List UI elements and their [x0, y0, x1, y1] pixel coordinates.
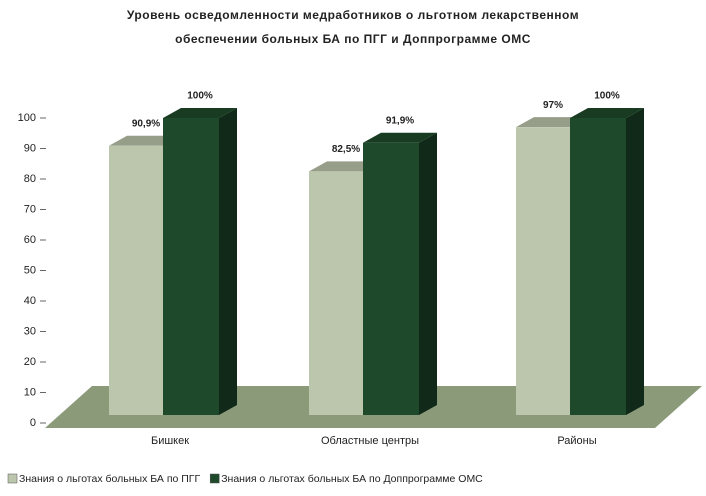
y-tick-label: 50	[24, 264, 36, 276]
y-tick-label: 80	[24, 173, 36, 185]
value-label: 82,5%	[332, 144, 360, 155]
bar-side	[626, 108, 644, 415]
value-label: 90,9%	[132, 118, 160, 129]
bar-top	[163, 108, 237, 118]
chart-title: обеспечении больных БА по ПГГ и Доппрогр…	[175, 32, 531, 46]
y-tick-label: 100	[18, 112, 36, 124]
y-tick-label: 40	[24, 295, 36, 307]
value-label: 100%	[187, 91, 213, 102]
x-tick-label: Бишкек	[151, 435, 189, 447]
chart-title: Уровень осведомленности медработников о …	[127, 8, 579, 22]
bar	[363, 142, 419, 415]
y-tick-label: 60	[24, 234, 36, 246]
bar-top	[363, 132, 437, 143]
y-tick-label: 10	[24, 386, 36, 398]
y-tick-label: 20	[24, 356, 36, 368]
bar	[570, 118, 626, 415]
legend-swatch	[209, 473, 220, 484]
bar-side	[419, 132, 437, 415]
y-tick-label: 70	[24, 203, 36, 215]
y-tick-label: 0	[30, 417, 36, 429]
bar	[109, 145, 165, 415]
x-tick-label: Областные центры	[321, 435, 419, 447]
bar-top	[570, 108, 644, 118]
value-label: 100%	[594, 91, 620, 102]
x-tick-label: Районы	[557, 435, 596, 447]
bar	[309, 171, 365, 415]
value-label: 97%	[543, 100, 563, 111]
legend-swatch	[7, 473, 18, 484]
y-tick-label: 90	[24, 142, 36, 154]
bar-side	[219, 108, 237, 415]
y-tick-label: 30	[24, 325, 36, 337]
legend-label: Знания о льготах больных БА по Доппрогра…	[221, 473, 483, 485]
legend-label: Знания о льготах больных БА по ПГГ	[19, 473, 200, 485]
value-label: 91,9%	[386, 115, 414, 126]
bar	[163, 118, 219, 415]
bar	[516, 127, 572, 416]
